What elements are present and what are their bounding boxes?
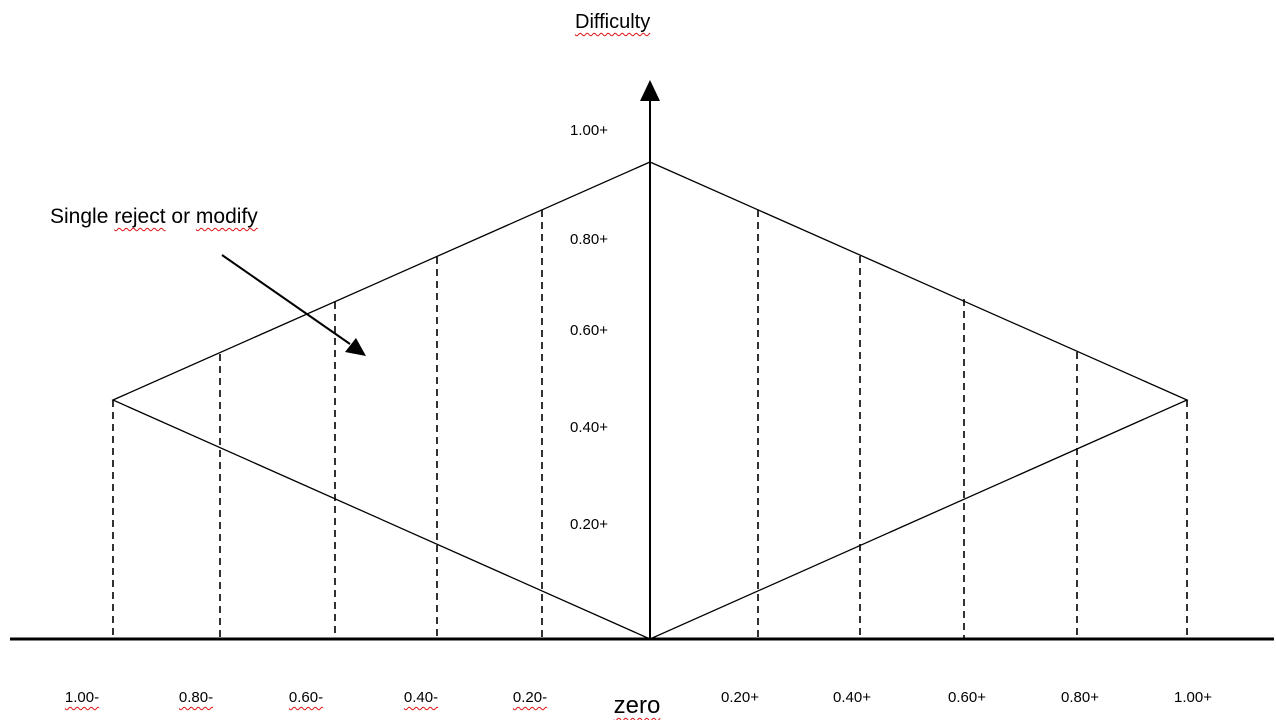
x-tick-label: 0.60+ bbox=[948, 689, 986, 706]
x-tick-label: 0.20- bbox=[512, 689, 548, 706]
annotation-label: Single reject or modify bbox=[50, 206, 258, 227]
x-tick-label: 1.00- bbox=[64, 689, 100, 706]
y-tick-label: 0.60+ bbox=[570, 322, 608, 339]
x-tick-label: 0.80+ bbox=[1061, 689, 1099, 706]
x-tick-label: 0.40+ bbox=[833, 689, 871, 706]
y-tick-label: 0.20+ bbox=[570, 516, 608, 533]
x-tick-label: 0.20+ bbox=[721, 689, 759, 706]
right-dashed-gridlines bbox=[757, 210, 1188, 639]
annotation-prefix: Single bbox=[50, 205, 115, 228]
annotation-arrow bbox=[221, 254, 351, 345]
annotation-arrowhead bbox=[345, 338, 366, 356]
left-dashed-gridlines bbox=[112, 210, 543, 639]
x-tick-label: 0.60- bbox=[288, 689, 324, 706]
annotation-word-modify: modify bbox=[195, 205, 258, 228]
x-tick-label: 1.00+ bbox=[1174, 689, 1212, 706]
y-tick-label: 1.00+ bbox=[570, 122, 608, 139]
annotation-middle: or bbox=[165, 205, 196, 228]
vertical-axis-arrowhead bbox=[640, 80, 660, 101]
x-center-label: zero bbox=[613, 692, 661, 719]
y-tick-label: 0.40+ bbox=[570, 419, 608, 436]
annotation-word-reject: reject bbox=[114, 205, 166, 228]
x-tick-label: 0.40- bbox=[403, 689, 439, 706]
diagram-title: Difficulty bbox=[575, 11, 651, 33]
y-tick-label: 0.80+ bbox=[570, 231, 608, 248]
x-tick-label: 0.80- bbox=[178, 689, 214, 706]
